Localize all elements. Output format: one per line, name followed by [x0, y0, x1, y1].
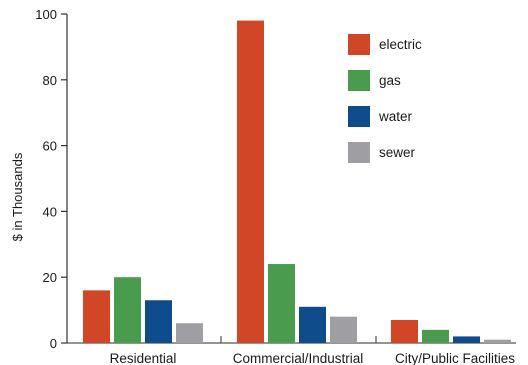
legend-label-gas: gas — [379, 73, 401, 88]
legend: electric gas water sewer — [348, 34, 422, 163]
bars — [83, 20, 511, 344]
x-category-label: City/Public Facilities — [395, 351, 515, 365]
bar-gas — [114, 277, 141, 343]
bar-water — [299, 306, 326, 343]
x-category-label: Residential — [110, 351, 177, 365]
bar-electric — [83, 290, 110, 343]
y-tick-label: 60 — [43, 139, 57, 154]
bar-gas — [422, 329, 449, 343]
bar-electric — [237, 20, 264, 344]
bar-sewer — [176, 323, 203, 343]
legend-swatch-water — [348, 106, 370, 127]
legend-label-sewer: sewer — [379, 145, 416, 160]
axes: 0 20 40 60 80 100 Residential Commercial/Indust… — [35, 7, 516, 365]
legend-swatch-gas — [348, 70, 370, 91]
y-axis-label: $ in Thousands — [10, 152, 25, 241]
legend-swatch-electric — [348, 34, 370, 55]
legend-swatch-sewer — [348, 142, 370, 163]
bar-sewer — [484, 339, 511, 343]
legend-label-electric: electric — [379, 37, 422, 52]
y-tick-label: 40 — [43, 204, 57, 219]
bar-water — [145, 300, 172, 343]
bar-sewer — [330, 316, 357, 343]
y-tick-label: 80 — [43, 73, 57, 88]
bar-water — [453, 336, 480, 343]
x-category-label: Commercial/Industrial — [233, 351, 364, 365]
bar-gas — [268, 264, 295, 343]
y-tick-label: 0 — [50, 336, 57, 351]
legend-label-water: water — [378, 109, 413, 124]
y-tick-label: 100 — [35, 7, 57, 22]
y-tick-label: 20 — [43, 270, 57, 285]
bar-electric — [391, 319, 418, 343]
